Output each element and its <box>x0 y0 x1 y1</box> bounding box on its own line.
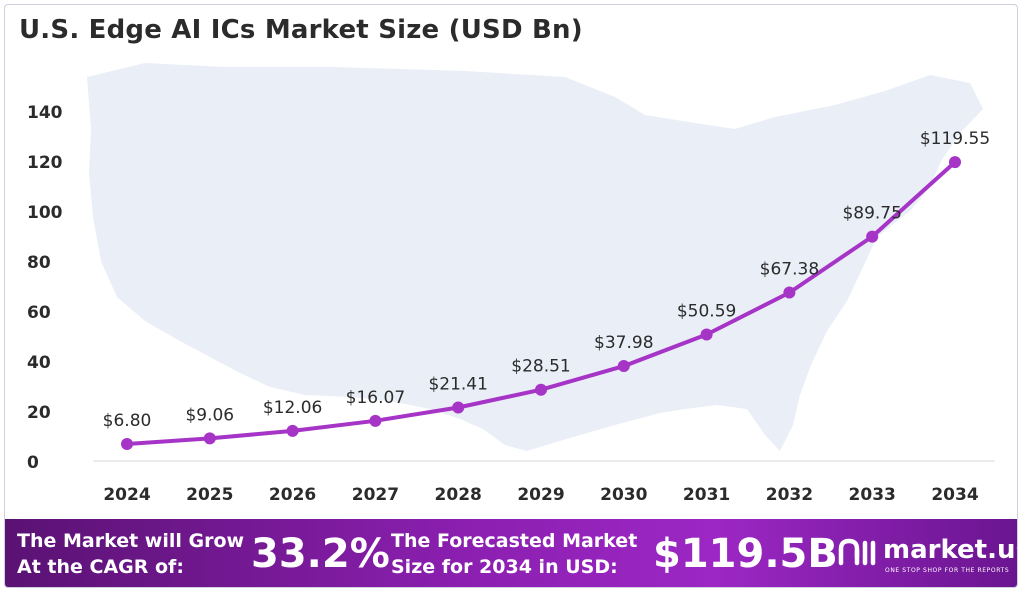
y-tick-label: 0 <box>27 453 39 473</box>
market-us-logo: market.us ONE STOP SHOP FOR THE REPORTS <box>837 533 1017 577</box>
us-map-silhouette <box>87 63 983 451</box>
forecast-text-line2: Size for 2034 in USD: <box>391 556 618 578</box>
x-tick-label: 2029 <box>517 485 564 505</box>
y-tick-label: 20 <box>27 403 51 423</box>
data-point <box>949 156 961 169</box>
summary-banner: The Market will Grow At the CAGR of: 33.… <box>5 519 1017 587</box>
forecast-value: $119.5B <box>653 531 838 577</box>
data-label: $67.38 <box>760 260 819 280</box>
chart-title: U.S. Edge AI ICs Market Size (USD Bn) <box>19 15 583 45</box>
data-label: $21.41 <box>428 374 487 394</box>
data-point <box>866 230 879 243</box>
data-label: $6.80 <box>103 411 152 431</box>
data-point <box>783 286 796 299</box>
market-us-logo-icon <box>838 538 876 566</box>
cagr-text-line2: At the CAGR of: <box>17 556 184 578</box>
data-point <box>617 360 630 373</box>
x-tick-label: 2026 <box>269 485 316 505</box>
chart-frame: 0 20 40 60 80 100 120 140 2024 2025 2026 2027 2028 2… <box>4 4 1018 588</box>
y-tick-label: 80 <box>27 253 51 273</box>
x-tick-label: 2027 <box>352 485 399 505</box>
data-label: $37.98 <box>594 333 653 353</box>
data-label: $119.55 <box>920 129 990 149</box>
x-tick-label: 2024 <box>103 485 150 505</box>
data-label: $28.51 <box>511 357 570 377</box>
x-tick-label: 2031 <box>683 485 730 505</box>
y-tick-label: 120 <box>27 153 63 173</box>
cagr-value: 33.2% <box>251 531 390 577</box>
x-tick-label: 2032 <box>766 485 813 505</box>
data-label: $9.06 <box>185 405 234 425</box>
x-tick-label: 2033 <box>849 485 896 505</box>
data-point <box>203 432 216 445</box>
data-point <box>286 424 299 437</box>
y-tick-label: 40 <box>27 353 51 373</box>
data-label: $16.07 <box>346 388 405 408</box>
cagr-text-line1: The Market will Grow <box>17 530 245 552</box>
y-tick-label: 140 <box>27 103 63 123</box>
data-point <box>121 438 133 450</box>
y-tick-label: 60 <box>27 303 51 323</box>
data-point <box>700 328 713 341</box>
x-tick-label: 2030 <box>600 485 647 505</box>
logo-tagline: ONE STOP SHOP FOR THE REPORTS <box>885 567 1010 574</box>
data-label: $50.59 <box>677 302 736 322</box>
data-point <box>535 383 547 396</box>
line-chart: 0 20 40 60 80 100 120 140 2024 2025 2026 2027 2028 2… <box>27 63 995 505</box>
data-point <box>452 401 465 414</box>
data-label: $12.06 <box>263 398 322 418</box>
x-tick-label: 2028 <box>435 485 482 505</box>
x-tick-label: 2025 <box>186 485 233 505</box>
data-label: $89.75 <box>842 204 901 224</box>
logo-name: market.us <box>883 535 1018 565</box>
forecast-text-line1: The Forecasted Market <box>391 530 638 552</box>
y-tick-label: 100 <box>27 203 63 223</box>
x-tick-label: 2034 <box>931 485 978 505</box>
data-point <box>369 414 382 427</box>
